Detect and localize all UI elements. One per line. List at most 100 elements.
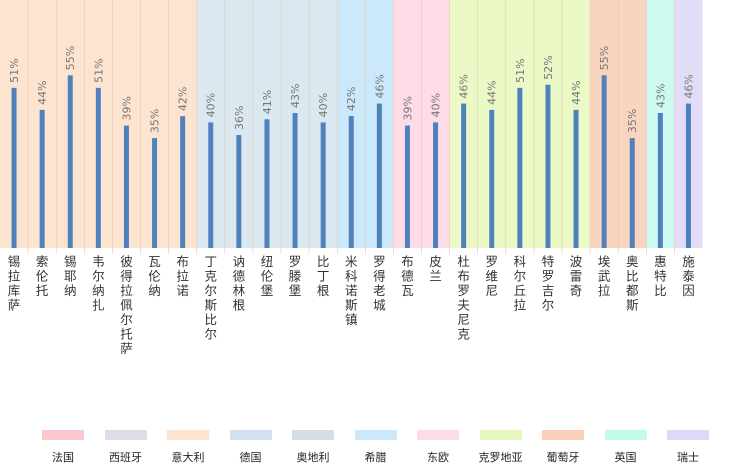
legend-swatch (604, 430, 647, 440)
legend-label: 希腊 (364, 451, 387, 464)
data-label: 55% (64, 46, 77, 70)
tick-label: 韦尔纳扎 (92, 254, 105, 313)
tick-label: 彼得拉佩尔托萨 (120, 254, 133, 356)
bar (461, 103, 467, 248)
tick-label: 特罗吉尔 (542, 254, 555, 313)
legend-swatch (229, 430, 272, 440)
tick-label: 罗得老城 (373, 254, 386, 313)
bar (11, 87, 17, 248)
legend-swatch (292, 430, 334, 440)
bar (657, 112, 663, 248)
tick-label: 波雷奇 (570, 254, 583, 298)
data-label: 41% (261, 90, 274, 114)
legend-label: 葡萄牙 (546, 451, 580, 464)
data-label: 46% (682, 74, 695, 98)
legend-item: 瑞士 (655, 430, 721, 465)
legend-swatch (104, 430, 147, 440)
data-label: 40% (317, 93, 330, 117)
bar (208, 122, 214, 248)
data-label: 40% (430, 93, 443, 117)
bar (545, 84, 551, 248)
bar (67, 75, 73, 248)
tick-label: 布拉诺 (176, 254, 189, 298)
bar (39, 109, 45, 248)
tick-label: 奥比都斯 (626, 254, 639, 313)
bar (348, 116, 354, 249)
tick-label: 罗滕堡 (289, 254, 302, 298)
legend-swatch (167, 430, 209, 440)
legend-item: 希腊 (343, 430, 409, 465)
tick-label: 施泰因 (682, 254, 695, 298)
tick-label: 埃武拉 (598, 254, 611, 298)
tick-label: 丁克尔斯比尔 (204, 254, 217, 342)
bar (433, 122, 439, 248)
tick-label: 瓦伦纳 (148, 254, 161, 298)
data-label: 44% (486, 80, 499, 104)
legend-swatch (417, 430, 459, 440)
bar (95, 87, 101, 248)
data-label: 42% (345, 87, 358, 111)
bars (11, 75, 691, 249)
legend-item: 西班牙 (93, 430, 159, 465)
bar (404, 125, 410, 248)
data-label: 51% (8, 58, 21, 82)
tick-label: 布德瓦 (401, 254, 414, 298)
tick-label: 科尔丘拉 (514, 254, 527, 313)
bar (152, 138, 158, 248)
legend-swatch (479, 430, 522, 440)
data-label: 35% (626, 109, 639, 133)
legend-label: 德国 (239, 451, 262, 464)
data-label: 39% (120, 96, 133, 120)
tick-label: 索伦托 (36, 254, 49, 298)
data-label: 51% (514, 58, 527, 82)
tick-label: 锡拉库萨 (8, 254, 21, 313)
bar (629, 138, 635, 248)
data-label: 44% (570, 80, 583, 104)
bar (685, 103, 691, 248)
bar (180, 116, 186, 249)
legend-label: 克罗地亚 (478, 451, 523, 464)
bar (573, 109, 579, 248)
data-label: 36% (233, 106, 246, 130)
data-label: 51% (92, 58, 105, 82)
bar (489, 109, 495, 248)
tick-label: 锡耶纳 (64, 254, 77, 298)
tick-label: 惠特比 (654, 254, 667, 298)
legend-label: 意大利 (171, 451, 205, 464)
tick-label: 罗维尼 (485, 254, 498, 298)
legend-label: 英国 (614, 451, 637, 464)
legend-swatch (42, 430, 84, 440)
data-label: 39% (401, 96, 414, 120)
legend-item: 英国 (593, 430, 659, 465)
legend-item: 奥地利 (280, 430, 346, 465)
bar (123, 125, 129, 248)
labels: 51% 锡拉库萨 44% 索伦托 55% 锡耶纳 51% 韦尔纳扎 39% 彼得拉佩尔托萨 35% 瓦… (8, 46, 696, 356)
legend-label: 奥地利 (296, 451, 330, 464)
bar (376, 103, 382, 248)
bar (292, 112, 298, 248)
data-label: 44% (36, 80, 49, 104)
data-label: 46% (373, 74, 386, 98)
tick-label: 皮兰 (429, 254, 442, 284)
legend-item: 东欧 (405, 430, 471, 465)
data-label: 55% (598, 46, 611, 70)
bar (601, 75, 607, 248)
bar (264, 119, 270, 248)
tick-label: 杜布罗夫尼克 (457, 254, 470, 342)
data-label: 43% (289, 84, 302, 108)
data-label: 43% (654, 84, 667, 108)
legend-swatch (354, 430, 397, 440)
bar (320, 122, 326, 248)
tick-label: 纽伦堡 (261, 254, 274, 298)
bar (517, 87, 523, 248)
data-label: 42% (177, 87, 190, 111)
bar (236, 134, 242, 248)
legend-label: 西班牙 (109, 451, 142, 464)
legend-item: 德国 (218, 430, 284, 465)
data-label: 46% (458, 74, 471, 98)
legend-label: 东欧 (427, 451, 449, 464)
legend-item: 葡萄牙 (530, 430, 596, 465)
tick-label: 比丁根 (317, 254, 330, 298)
data-label: 52% (542, 55, 555, 79)
